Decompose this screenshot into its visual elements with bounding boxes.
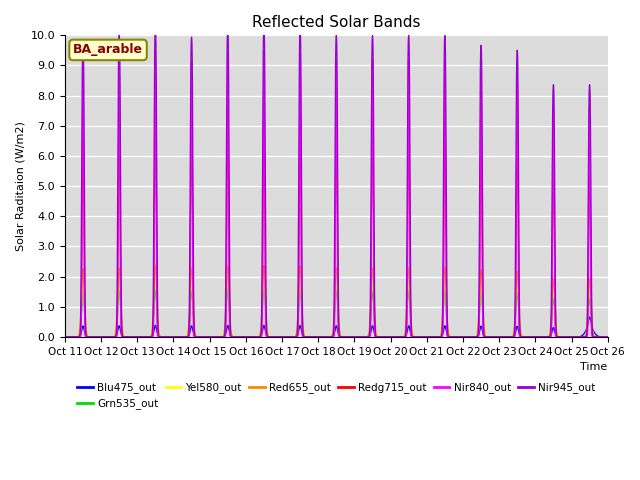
Red655_out [78, 275, 86, 281]
Yel580_out [61, 334, 68, 340]
Line: Yel580_out: Yel580_out [65, 279, 608, 337]
Line: Nir840_out: Nir840_out [65, 50, 608, 337]
Nir840_out [532, 334, 540, 340]
Blu475_out [586, 314, 593, 320]
Nir840_out [78, 197, 86, 203]
Nir840_out [120, 334, 128, 340]
Yel580_out [191, 332, 199, 337]
Red655_out [348, 334, 356, 340]
Nir840_out [191, 334, 199, 340]
Red655_out [532, 334, 540, 340]
X-axis label: Time: Time [580, 362, 608, 372]
Red655_out [152, 263, 159, 268]
Redg715_out [78, 188, 86, 194]
Nir945_out [152, 23, 159, 28]
Nir945_out [348, 334, 356, 340]
Blu475_out [348, 334, 356, 340]
Blu475_out [120, 334, 128, 340]
Grn535_out [532, 334, 540, 340]
Text: BA_arable: BA_arable [73, 43, 143, 57]
Red655_out [61, 334, 68, 340]
Grn535_out [152, 285, 159, 291]
Line: Grn535_out: Grn535_out [65, 288, 608, 337]
Line: Nir945_out: Nir945_out [65, 25, 608, 337]
Blu475_out [604, 334, 612, 340]
Nir840_out [604, 334, 612, 340]
Title: Reflected Solar Bands: Reflected Solar Bands [252, 15, 420, 30]
Yel580_out [348, 334, 356, 340]
Red655_out [120, 334, 128, 339]
Nir945_out [180, 334, 188, 340]
Blu475_out [532, 334, 540, 340]
Blu475_out [78, 325, 86, 331]
Grn535_out [604, 334, 612, 340]
Grn535_out [120, 334, 128, 340]
Grn535_out [78, 295, 86, 301]
Yel580_out [120, 334, 128, 339]
Blu475_out [61, 334, 68, 340]
Grn535_out [61, 334, 68, 340]
Redg715_out [191, 334, 199, 340]
Grn535_out [180, 334, 188, 340]
Nir945_out [604, 334, 612, 340]
Yel580_out [604, 334, 612, 340]
Nir840_out [348, 334, 356, 340]
Line: Redg715_out: Redg715_out [65, 102, 608, 337]
Grn535_out [191, 333, 199, 338]
Legend: Blu475_out, Grn535_out, Yel580_out, Red655_out, Redg715_out, Nir840_out, Nir945_: Blu475_out, Grn535_out, Yel580_out, Red6… [73, 378, 600, 414]
Redg715_out [120, 334, 128, 340]
Nir945_out [191, 334, 199, 340]
Grn535_out [348, 334, 356, 340]
Blu475_out [180, 334, 188, 340]
Redg715_out [152, 99, 159, 105]
Nir945_out [532, 334, 540, 340]
Yel580_out [532, 334, 540, 340]
Nir945_out [61, 334, 68, 340]
Nir840_out [61, 334, 68, 340]
Yel580_out [78, 288, 86, 293]
Line: Red655_out: Red655_out [65, 265, 608, 337]
Yel580_out [152, 276, 159, 282]
Y-axis label: Solar Raditaion (W/m2): Solar Raditaion (W/m2) [15, 121, 25, 251]
Red655_out [180, 334, 188, 340]
Redg715_out [180, 334, 188, 340]
Redg715_out [532, 334, 540, 340]
Blu475_out [191, 334, 199, 339]
Red655_out [604, 334, 612, 340]
Redg715_out [61, 334, 68, 340]
Line: Blu475_out: Blu475_out [65, 317, 608, 337]
Nir945_out [120, 334, 128, 340]
Redg715_out [604, 334, 612, 340]
Red655_out [191, 330, 199, 336]
Nir945_out [78, 73, 86, 79]
Nir840_out [180, 334, 188, 340]
Redg715_out [348, 334, 356, 340]
Nir840_out [152, 48, 159, 53]
Yel580_out [180, 334, 188, 340]
